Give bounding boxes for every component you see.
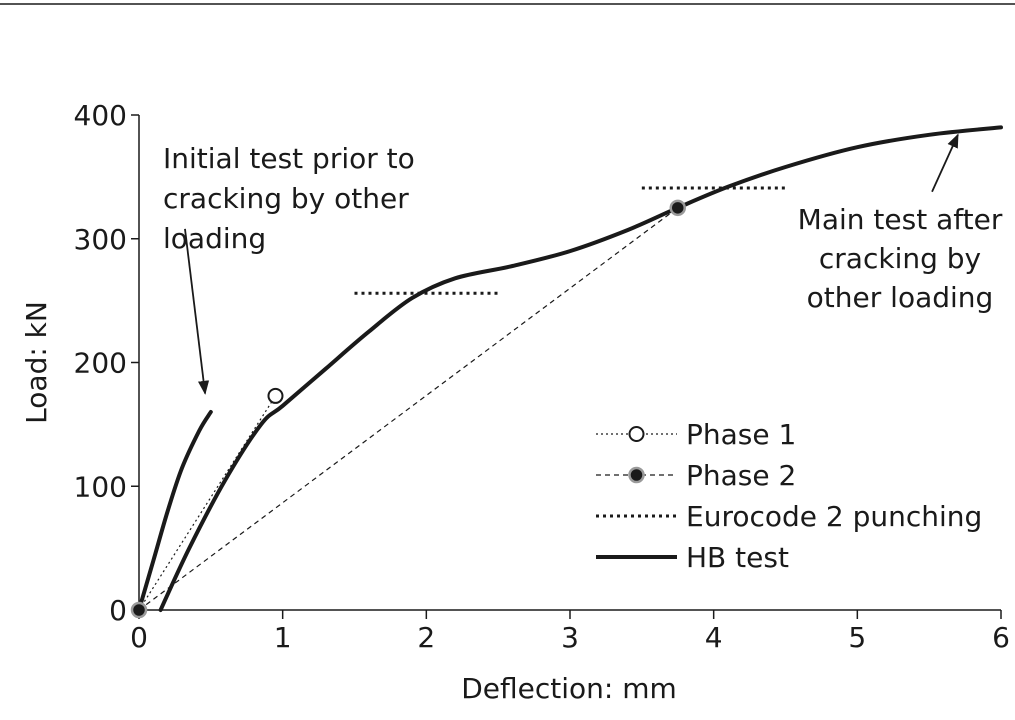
annotation-text: loading	[163, 222, 266, 255]
phase-2-marker	[669, 199, 686, 217]
y-tick-label: 100	[74, 470, 127, 503]
annotation-text: cracking by	[819, 242, 981, 275]
x-tick-label: 0	[130, 621, 148, 654]
phase-2-marker	[130, 601, 148, 619]
y-tick-label: 400	[74, 99, 127, 132]
x-tick-label: 1	[274, 621, 292, 654]
legend-phase-1-marker	[628, 426, 645, 442]
series-layer	[130, 125, 1003, 619]
axes: 0 1 2 3 4 5 6 0 100 200 300 400 Deflection: mm Load: …	[20, 99, 1010, 705]
y-axis-label: Load: kN	[20, 301, 53, 424]
hb-test-main-curve	[158, 125, 1003, 612]
legend-phase-2-marker	[628, 466, 645, 484]
legend: Phase 1 Phase 2 Eurocode 2 punching HB test	[596, 418, 982, 574]
phase-2-line	[138, 207, 679, 611]
annotation-text: Initial test prior to	[163, 142, 415, 175]
annotation-arrow	[931, 133, 959, 193]
legend-label: Phase 1	[686, 418, 796, 451]
x-axis-label: Deflection: mm	[461, 672, 677, 705]
annotation-text: other loading	[807, 281, 994, 314]
x-tick-label: 5	[848, 621, 866, 654]
phase-1-line	[138, 395, 276, 611]
x-tick-label: 6	[992, 621, 1010, 654]
x-tick-label: 2	[417, 621, 435, 654]
x-tick-label: 3	[561, 621, 579, 654]
x-tick-label: 4	[705, 621, 723, 654]
legend-label: Phase 2	[686, 459, 796, 492]
annotation-arrow	[184, 228, 210, 395]
y-tick-label: 0	[109, 594, 127, 627]
legend-label: Eurocode 2 punching	[686, 500, 982, 533]
y-tick-label: 300	[74, 223, 127, 256]
phase-1-marker	[267, 387, 284, 404]
annotation-layer: Initial test prior to cracking by other lo…	[163, 133, 1003, 395]
annotation-text: cracking by other	[163, 182, 409, 215]
hb-test-initial-curve	[137, 410, 213, 612]
y-tick-label: 200	[74, 347, 127, 380]
annotation-text: Main test after	[798, 203, 1003, 236]
legend-label: HB test	[686, 541, 789, 574]
